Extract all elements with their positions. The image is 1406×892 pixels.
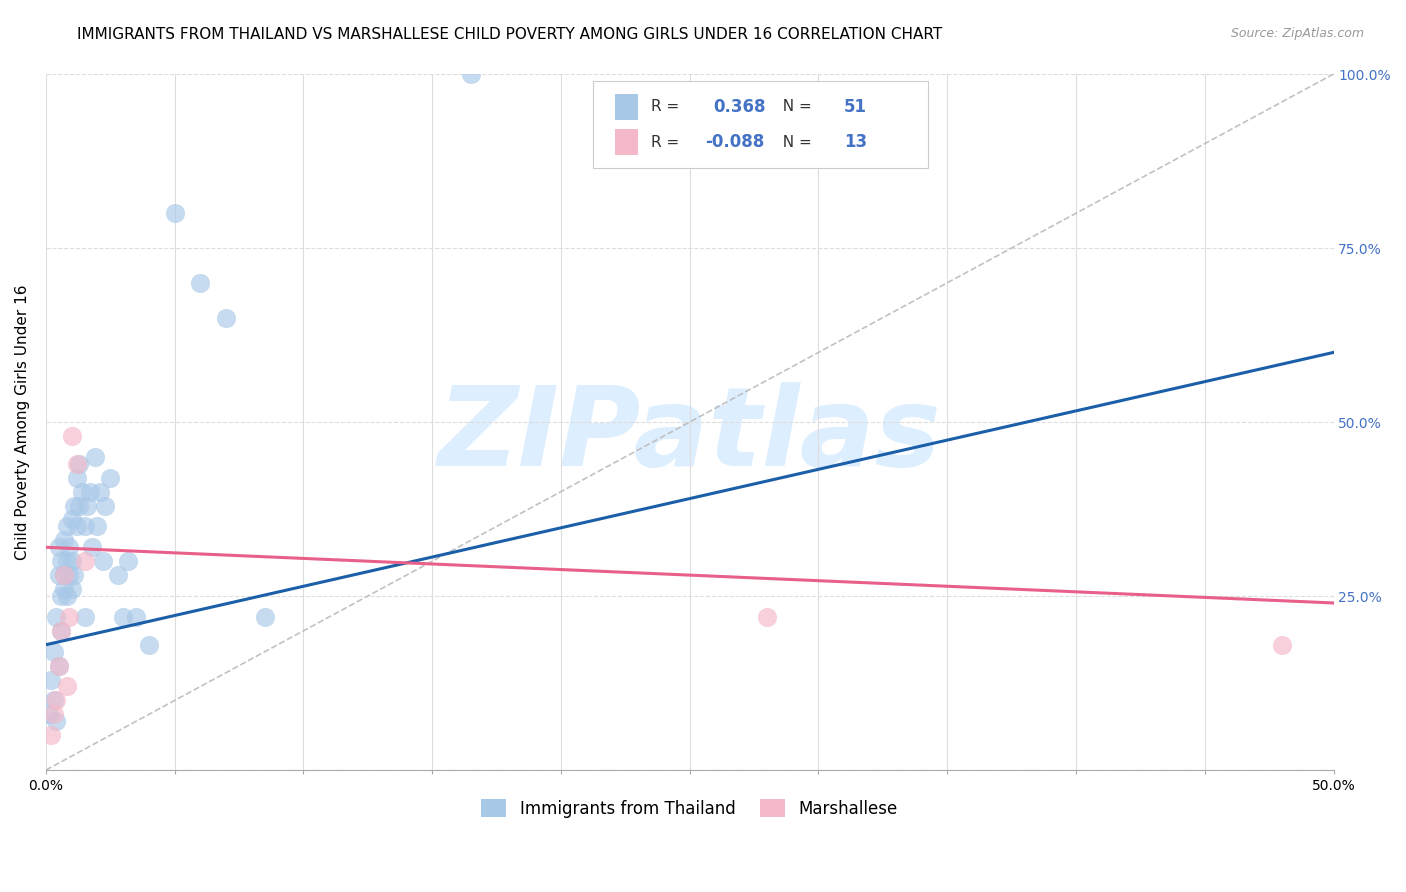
Point: [66, 519, 89, 533]
Point: [55, 554, 77, 568]
Point: [58, 610, 80, 624]
Point: [82, 541, 104, 555]
Legend: Immigrants from Thailand, Marshallese: Immigrants from Thailand, Marshallese: [475, 793, 904, 824]
Point: [69, 499, 91, 513]
Point: [42, 707, 65, 722]
Point: [89, 484, 111, 499]
Point: [58, 541, 80, 555]
Point: [117, 554, 139, 568]
Point: [107, 568, 129, 582]
Text: -0.088: -0.088: [706, 133, 765, 151]
Point: [66, 457, 89, 471]
Point: [38, 707, 60, 722]
Point: [94, 499, 117, 513]
Point: [58, 568, 80, 582]
Point: [63, 568, 86, 582]
Point: [73, 519, 96, 533]
FancyBboxPatch shape: [614, 128, 638, 155]
Point: [42, 645, 65, 659]
Point: [39, 673, 62, 687]
FancyBboxPatch shape: [614, 94, 638, 120]
Point: [76, 499, 98, 513]
Point: [215, 310, 238, 325]
Point: [45, 714, 67, 729]
Point: [51, 624, 73, 638]
Point: [45, 693, 67, 707]
Point: [51, 554, 73, 568]
Point: [51, 624, 73, 638]
Point: [79, 484, 101, 499]
Point: [48, 658, 70, 673]
Point: [55, 680, 77, 694]
Y-axis label: Child Poverty Among Girls Under 16: Child Poverty Among Girls Under 16: [15, 285, 30, 560]
Point: [253, 610, 276, 624]
Point: [48, 658, 70, 673]
Point: [69, 457, 91, 471]
Point: [53, 582, 76, 596]
Point: [112, 610, 135, 624]
Point: [66, 471, 89, 485]
Text: N =: N =: [773, 99, 817, 114]
Text: IMMIGRANTS FROM THAILAND VS MARSHALLESE CHILD POVERTY AMONG GIRLS UNDER 16 CORRE: IMMIGRANTS FROM THAILAND VS MARSHALLESE …: [77, 27, 942, 42]
Point: [125, 610, 148, 624]
Point: [48, 541, 70, 555]
Text: 0.368: 0.368: [713, 98, 765, 116]
Point: [60, 512, 83, 526]
Point: [63, 499, 86, 513]
Text: Source: ZipAtlas.com: Source: ZipAtlas.com: [1230, 27, 1364, 40]
Point: [45, 610, 67, 624]
Point: [70, 484, 93, 499]
Point: [756, 610, 779, 624]
Point: [60, 582, 83, 596]
Point: [55, 519, 77, 533]
Point: [1271, 638, 1294, 652]
Point: [53, 533, 76, 548]
Text: 51: 51: [844, 98, 868, 116]
Point: [53, 568, 76, 582]
Point: [53, 568, 76, 582]
Text: 13: 13: [844, 133, 868, 151]
Point: [73, 610, 96, 624]
Point: [39, 728, 62, 742]
Point: [190, 276, 212, 290]
Point: [163, 206, 186, 220]
Point: [60, 429, 83, 443]
Point: [42, 693, 65, 707]
Point: [60, 554, 83, 568]
Point: [91, 554, 114, 568]
Text: ZIPatlas: ZIPatlas: [437, 383, 942, 490]
Text: R =: R =: [651, 99, 685, 114]
Point: [460, 67, 482, 81]
Point: [48, 568, 70, 582]
Point: [83, 450, 105, 464]
Point: [98, 471, 121, 485]
Point: [55, 589, 77, 603]
Text: R =: R =: [651, 135, 685, 150]
Point: [138, 638, 160, 652]
Text: N =: N =: [773, 135, 817, 150]
FancyBboxPatch shape: [593, 81, 928, 168]
Point: [51, 589, 73, 603]
Point: [86, 519, 108, 533]
Point: [73, 554, 96, 568]
